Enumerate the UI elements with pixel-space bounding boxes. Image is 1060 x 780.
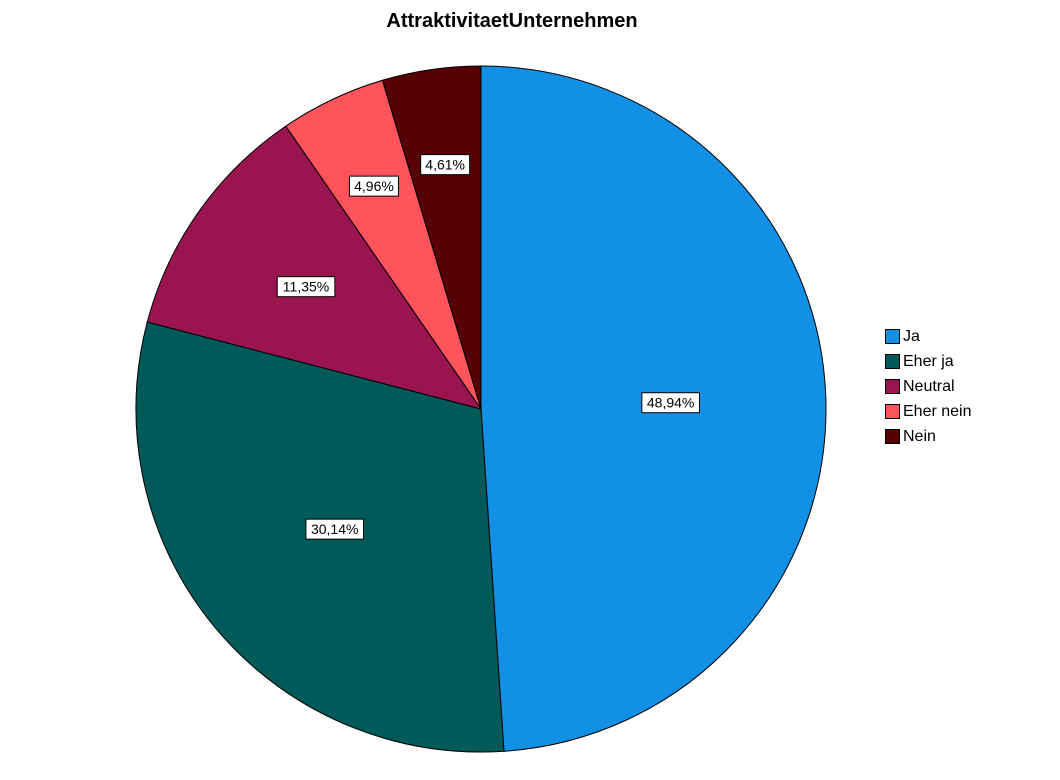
slice-label-2: 11,35%: [276, 276, 336, 298]
slice-value-label: 11,35%: [283, 279, 329, 295]
slice-value-label: 48,94%: [647, 395, 694, 411]
legend-label: Ja: [903, 327, 920, 345]
legend-swatch: [885, 429, 900, 444]
pie-slice-4: [381, 65, 482, 410]
legend-item-4: Nein: [885, 424, 972, 449]
legend-swatch: [885, 404, 900, 419]
legend-item-2: Neutral: [885, 374, 972, 399]
chart-title: AttraktivitaetUnternehmen: [386, 10, 638, 32]
slice-value-label: 4,96%: [354, 178, 394, 194]
slice-label-1: 30,14%: [305, 518, 365, 540]
legend-swatch: [885, 354, 900, 369]
legend-label: Eher ja: [903, 352, 954, 370]
slice-label-4: 4,61%: [420, 154, 471, 176]
legend-swatch: [885, 329, 900, 344]
legend-item-3: Eher nein: [885, 399, 972, 424]
slice-label-0: 48,94%: [641, 392, 700, 414]
slice-value-label: 4,61%: [425, 157, 465, 173]
legend-label: Eher nein: [903, 402, 972, 420]
chart-legend: Ja Eher ja Neutral Eher nein Nein: [885, 324, 972, 449]
legend-label: Nein: [903, 427, 936, 445]
legend-item-0: Ja: [885, 324, 972, 349]
legend-item-1: Eher ja: [885, 349, 972, 374]
legend-label: Neutral: [903, 377, 955, 395]
slice-value-label: 30,14%: [311, 521, 358, 537]
slice-label-3: 4,96%: [348, 175, 399, 197]
pie-slice-2: [146, 125, 483, 410]
legend-swatch: [885, 379, 900, 394]
